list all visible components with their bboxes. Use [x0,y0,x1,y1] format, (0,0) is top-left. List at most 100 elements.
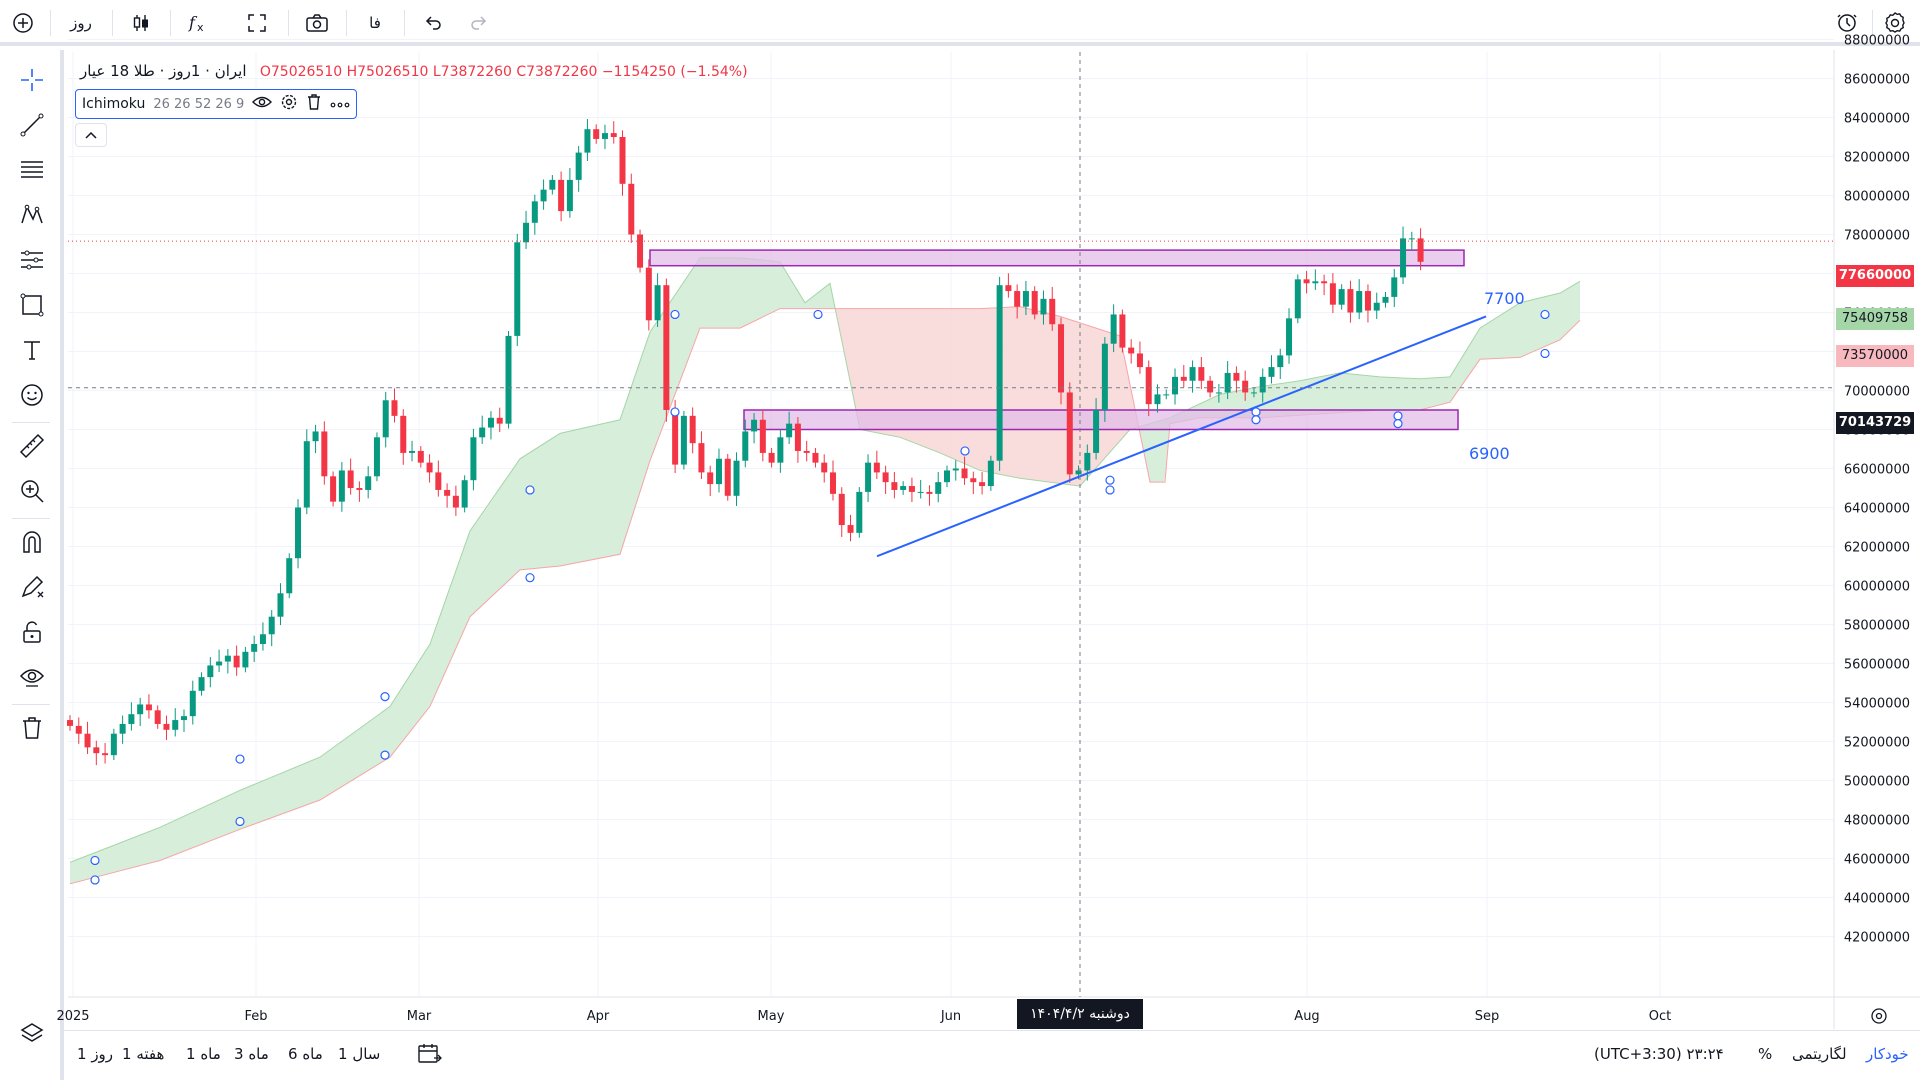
range-1d[interactable]: روز 1 [77,1045,114,1063]
percent-toggle[interactable]: % [1758,1045,1773,1063]
candle-body [400,415,407,453]
time-tick-label: May [758,1009,785,1024]
range-3m[interactable]: ماه 3 [234,1045,269,1063]
redo-icon[interactable] [464,8,494,38]
indicator-anchor-point [1393,411,1403,421]
candle-body [365,476,372,490]
price-tick-label: 46000000 [1844,853,1910,868]
price-tick-label: 58000000 [1844,619,1910,634]
range-1w[interactable]: هفته 1 [122,1045,165,1063]
candle-body [67,720,73,726]
candle-body [119,723,126,734]
auto-scale-toggle[interactable]: خودکار [1866,1045,1909,1063]
range-1y[interactable]: سال 1 [338,1045,381,1063]
text-tool-icon[interactable] [14,332,50,368]
lock-icon[interactable] [14,614,50,650]
drawings[interactable] [68,52,1834,997]
trash-icon[interactable] [14,710,50,746]
fullscreen-icon[interactable] [242,8,272,38]
trendline-tool-icon[interactable] [14,107,50,143]
pattern-tool-icon[interactable] [14,197,50,233]
drawing-mode-icon[interactable] [14,569,50,605]
timezone-clock[interactable]: (UTC+3:30) ۲۳:۲۴ [1594,1045,1724,1063]
indicator-anchor-point [813,309,823,320]
candle-body [1154,394,1161,405]
candle-body [1040,298,1047,315]
eye-icon[interactable] [252,94,273,114]
indicator-legend[interactable]: Ichimoku 26 26 52 26 9 [75,89,358,119]
kumo-bullish [1140,281,1580,483]
candle-body [1005,285,1012,292]
candle-body [1268,367,1275,377]
fib-retracement-icon[interactable] [14,152,50,188]
range-6m[interactable]: ماه 6 [288,1045,323,1063]
candle-body [891,482,898,490]
emoji-tool-icon[interactable] [14,377,50,413]
ohlc-low: L73872260 [432,64,512,80]
candle-body [847,525,854,533]
goto-date-calendar-icon[interactable] [416,1042,442,1070]
zoom-in-icon[interactable] [14,473,50,509]
candles-icon[interactable] [126,8,156,38]
visibility-eye-icon[interactable] [14,659,50,695]
language-button[interactable]: فا [369,14,381,32]
candle-body [224,655,231,662]
range-1m[interactable]: ماه 1 [186,1045,221,1063]
ruler-icon[interactable] [14,428,50,464]
add-symbol-icon[interactable] [8,8,38,38]
interval-button[interactable]: روز [70,14,92,32]
price-chart[interactable]: 42000000 44000000 46000000 48000000 50000000… [0,0,1920,1030]
candle-body [1400,238,1407,278]
ohlc-open: O75026510 [259,64,343,80]
shape-tool-icon[interactable] [14,287,50,323]
indicator-anchor-point [1251,407,1261,417]
candle-body [645,267,652,321]
more-options-icon[interactable] [330,96,350,112]
indicator-anchor-point [235,754,245,764]
drawn-zones[interactable] [649,249,1465,431]
object-tree-layers-icon[interactable] [14,1016,50,1052]
time-axis[interactable]: 2025 Feb Mar Apr May Jun Aug Sep Oct [56,1008,1887,1024]
magnet-icon[interactable] [14,524,50,560]
indicator-anchor-point [380,750,390,760]
collapse-legend-chevron-up-icon[interactable] [75,123,107,147]
candle-body [926,491,933,494]
indicator-anchor-point [380,692,390,702]
forecast-tool-icon[interactable] [14,242,50,278]
candle-body [312,431,319,442]
symbol-title[interactable]: ایران · 1روز · طلا 18 عیار [80,62,247,80]
candle-body [628,183,635,235]
candle-body [523,222,530,243]
price-tick-label: 84000000 [1844,112,1910,127]
crosshair-cursor-icon[interactable] [14,62,50,98]
candle-body [514,242,521,336]
indicator-delete-icon[interactable] [306,93,322,115]
candle-body [970,478,977,483]
candle-body [110,733,117,756]
candle-body [803,450,810,453]
alert-clock-icon[interactable] [1832,8,1862,38]
last-price-tag: 77660000 [1836,265,1914,287]
candle-body [1329,283,1336,305]
undo-icon[interactable] [418,8,448,38]
log-scale-toggle[interactable]: لگاریتمی [1792,1045,1847,1063]
zone-label-lower: 6900 [1469,444,1510,463]
camera-icon[interactable] [302,8,332,38]
price-tick-label: 48000000 [1844,814,1910,829]
indicator-anchor-point [960,446,970,456]
price-axis[interactable]: 42000000 44000000 46000000 48000000 50000000… [1844,34,1910,946]
candle-body [707,472,714,485]
divider [12,518,50,519]
candle-body [295,507,302,559]
candle-body [601,133,608,139]
senkou-span-a [69,257,1581,863]
candle-body [838,493,845,526]
divider [50,10,51,36]
candle-body [1294,279,1301,319]
indicator-settings-icon[interactable] [280,93,298,115]
candle-body [444,489,451,496]
settings-gear-icon[interactable] [1880,8,1910,38]
grid [68,39,1920,1029]
crosshair-date-tag: دوشنبه ۱۴۰۴/۴/۲ [1017,999,1143,1029]
